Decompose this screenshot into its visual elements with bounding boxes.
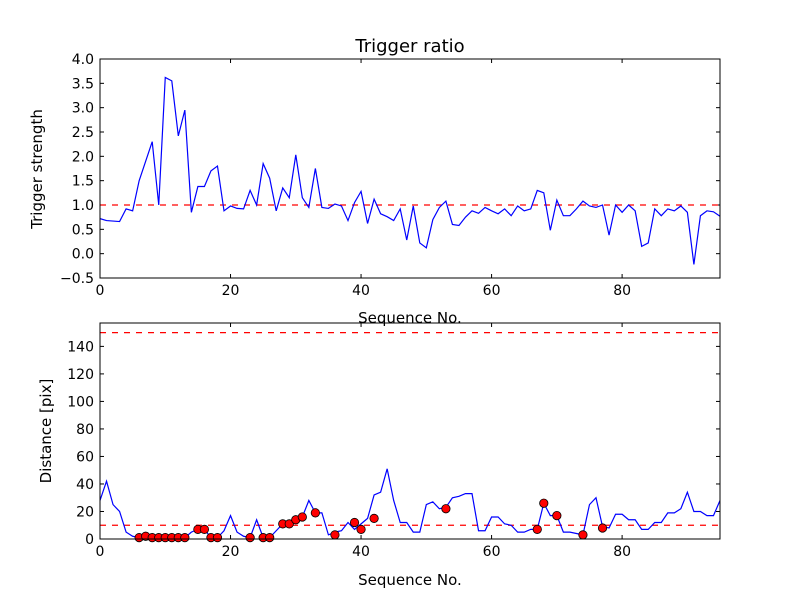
x-tick-label: 80 <box>613 283 631 299</box>
x-tick-label: 0 <box>96 283 105 299</box>
data-point-marker <box>180 533 190 543</box>
y-axis-label: Distance [pix] <box>37 379 55 484</box>
data-point-marker <box>212 533 223 543</box>
plot-lines <box>99 332 721 543</box>
data-point-marker <box>441 504 451 514</box>
data-point-marker <box>297 512 307 522</box>
data-point-marker <box>265 533 275 543</box>
y-tick-label: 2.5 <box>72 125 94 141</box>
y-tick-label: 4.0 <box>72 52 94 68</box>
y-tick-label: 20 <box>76 504 94 520</box>
plot-frame <box>99 322 721 540</box>
x-tick-label: 80 <box>613 544 631 560</box>
plot-lines <box>99 76 721 265</box>
x-tick-label: 60 <box>483 283 501 299</box>
y-tick-label: 0.5 <box>72 222 94 238</box>
data-point-marker <box>539 498 549 508</box>
data-point-marker <box>356 524 366 534</box>
x-axis-label: Sequence No. <box>358 571 462 589</box>
y-tick-label: 2.0 <box>72 149 94 165</box>
axis-ticks: 0 20 40 60 80 −0.5 0.0 0.5 1.0 1.5 2.0 2.5 3.0 3.5 4.0 <box>60 52 720 299</box>
data-point-marker <box>284 519 294 529</box>
x-tick-label: 40 <box>352 283 370 299</box>
distance-panel: Distance [pix] Sequence No. 0 20 40 60 80 0 20… <box>37 322 721 589</box>
data-point-marker <box>330 530 340 540</box>
x-axis-label: Sequence No. <box>358 309 462 327</box>
data-point-marker <box>199 524 210 534</box>
y-tick-label: 1.0 <box>72 198 94 214</box>
data-point-marker <box>578 530 588 540</box>
data-point-marker <box>369 513 379 523</box>
plot-frame <box>99 58 721 279</box>
y-tick-label: 140 <box>67 339 94 355</box>
axis-ticks: 0 20 40 60 80 0 20 40 60 80 100 120 140 <box>67 323 720 560</box>
y-axis-label: Trigger strength <box>28 109 46 230</box>
x-tick-label: 20 <box>222 283 240 299</box>
y-tick-label: 3.5 <box>72 76 94 92</box>
x-tick-label: 40 <box>352 544 370 560</box>
y-tick-label: 1.5 <box>72 174 94 190</box>
data-point-marker <box>597 523 608 533</box>
y-tick-label: 60 <box>76 449 94 465</box>
data-point-marker <box>245 533 255 543</box>
y-tick-label: 120 <box>67 367 94 383</box>
y-tick-label: 0.0 <box>72 247 94 263</box>
y-tick-label: 40 <box>76 477 94 493</box>
y-tick-label: 100 <box>67 394 94 410</box>
chart-title: Trigger ratio <box>354 36 464 57</box>
series-line <box>99 76 721 265</box>
data-point-marker <box>349 517 360 528</box>
x-tick-label: 0 <box>96 544 105 560</box>
y-tick-label: 80 <box>76 422 94 438</box>
data-point-marker <box>310 508 320 518</box>
y-tick-label: −0.5 <box>60 271 94 287</box>
y-tick-label: 0 <box>85 532 94 548</box>
x-tick-label: 60 <box>483 544 501 560</box>
data-point-marker <box>552 511 562 521</box>
data-point-marker <box>532 524 542 534</box>
y-tick-label: 3.0 <box>72 101 94 117</box>
x-tick-label: 20 <box>222 544 240 560</box>
